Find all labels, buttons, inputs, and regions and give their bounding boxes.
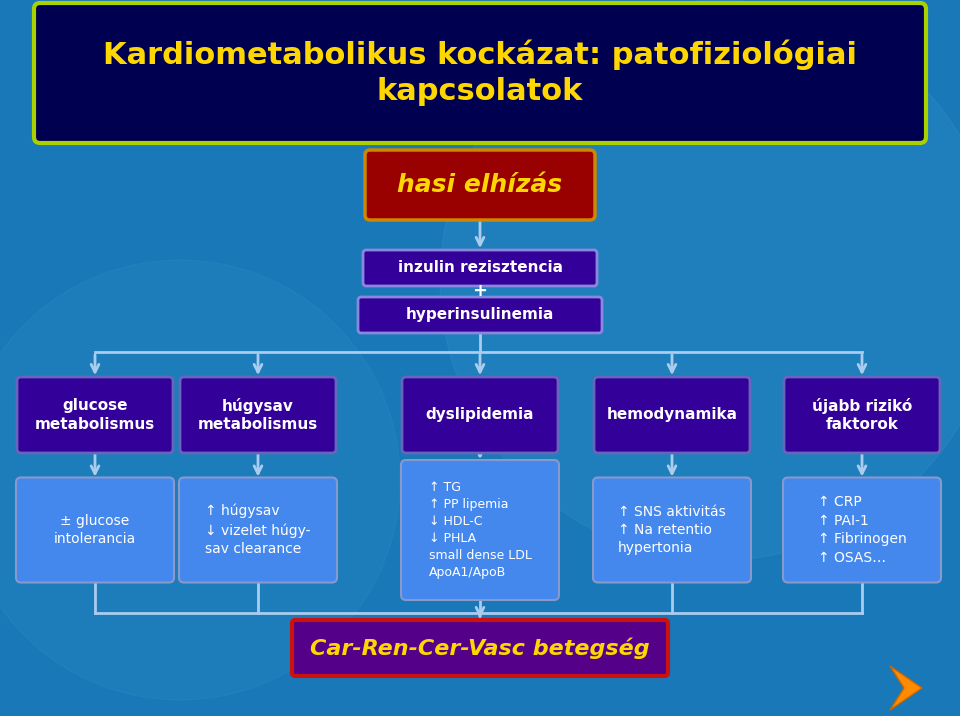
Polygon shape [890, 666, 922, 710]
FancyBboxPatch shape [179, 478, 337, 583]
FancyBboxPatch shape [401, 460, 559, 600]
FancyBboxPatch shape [402, 377, 558, 453]
FancyBboxPatch shape [34, 3, 926, 143]
Text: újabb rizikó
faktorok: újabb rizikó faktorok [812, 397, 912, 432]
FancyBboxPatch shape [180, 377, 336, 453]
Text: hasi elhízás: hasi elhízás [397, 173, 563, 197]
Text: ± glucose
intolerancia: ± glucose intolerancia [54, 514, 136, 546]
Text: ↑ SNS aktivitás
↑ Na retentio
hypertonia: ↑ SNS aktivitás ↑ Na retentio hypertonia [618, 505, 726, 556]
FancyBboxPatch shape [292, 620, 668, 676]
Text: ↑ TG
↑ PP lipemia
↓ HDL-C
↓ PHLA
small dense LDL
ApoA1/ApoB: ↑ TG ↑ PP lipemia ↓ HDL-C ↓ PHLA small d… [428, 481, 532, 579]
FancyBboxPatch shape [365, 150, 595, 220]
Text: Kardiometabolikus kockázat: patofiziológiai
kapcsolatok: Kardiometabolikus kockázat: patofiziológ… [103, 40, 857, 106]
Text: ↑ húgysav
↓ vizelet húgy-
sav clearance: ↑ húgysav ↓ vizelet húgy- sav clearance [205, 504, 311, 556]
Text: hyperinsulinemia: hyperinsulinemia [406, 307, 554, 322]
Circle shape [0, 260, 400, 700]
Text: dyslipidemia: dyslipidemia [425, 407, 535, 422]
Text: húgysav
metabolismus: húgysav metabolismus [198, 397, 318, 432]
FancyBboxPatch shape [783, 478, 941, 583]
FancyBboxPatch shape [593, 478, 751, 583]
FancyBboxPatch shape [594, 377, 750, 453]
FancyBboxPatch shape [16, 478, 174, 583]
FancyBboxPatch shape [363, 250, 597, 286]
Text: glucose
metabolismus: glucose metabolismus [35, 398, 156, 432]
FancyBboxPatch shape [358, 297, 602, 333]
Text: ↑ CRP
↑ PAI-1
↑ Fibrinogen
↑ OSAS…: ↑ CRP ↑ PAI-1 ↑ Fibrinogen ↑ OSAS… [818, 495, 906, 565]
FancyBboxPatch shape [17, 377, 173, 453]
FancyBboxPatch shape [784, 377, 940, 453]
Text: hemodynamika: hemodynamika [607, 407, 737, 422]
Text: inzulin rezisztencia: inzulin rezisztencia [397, 261, 563, 276]
Text: +: + [472, 282, 488, 300]
Circle shape [440, 0, 960, 560]
Text: Car-Ren-Cer-Vasc betegség: Car-Ren-Cer-Vasc betegség [310, 637, 650, 659]
